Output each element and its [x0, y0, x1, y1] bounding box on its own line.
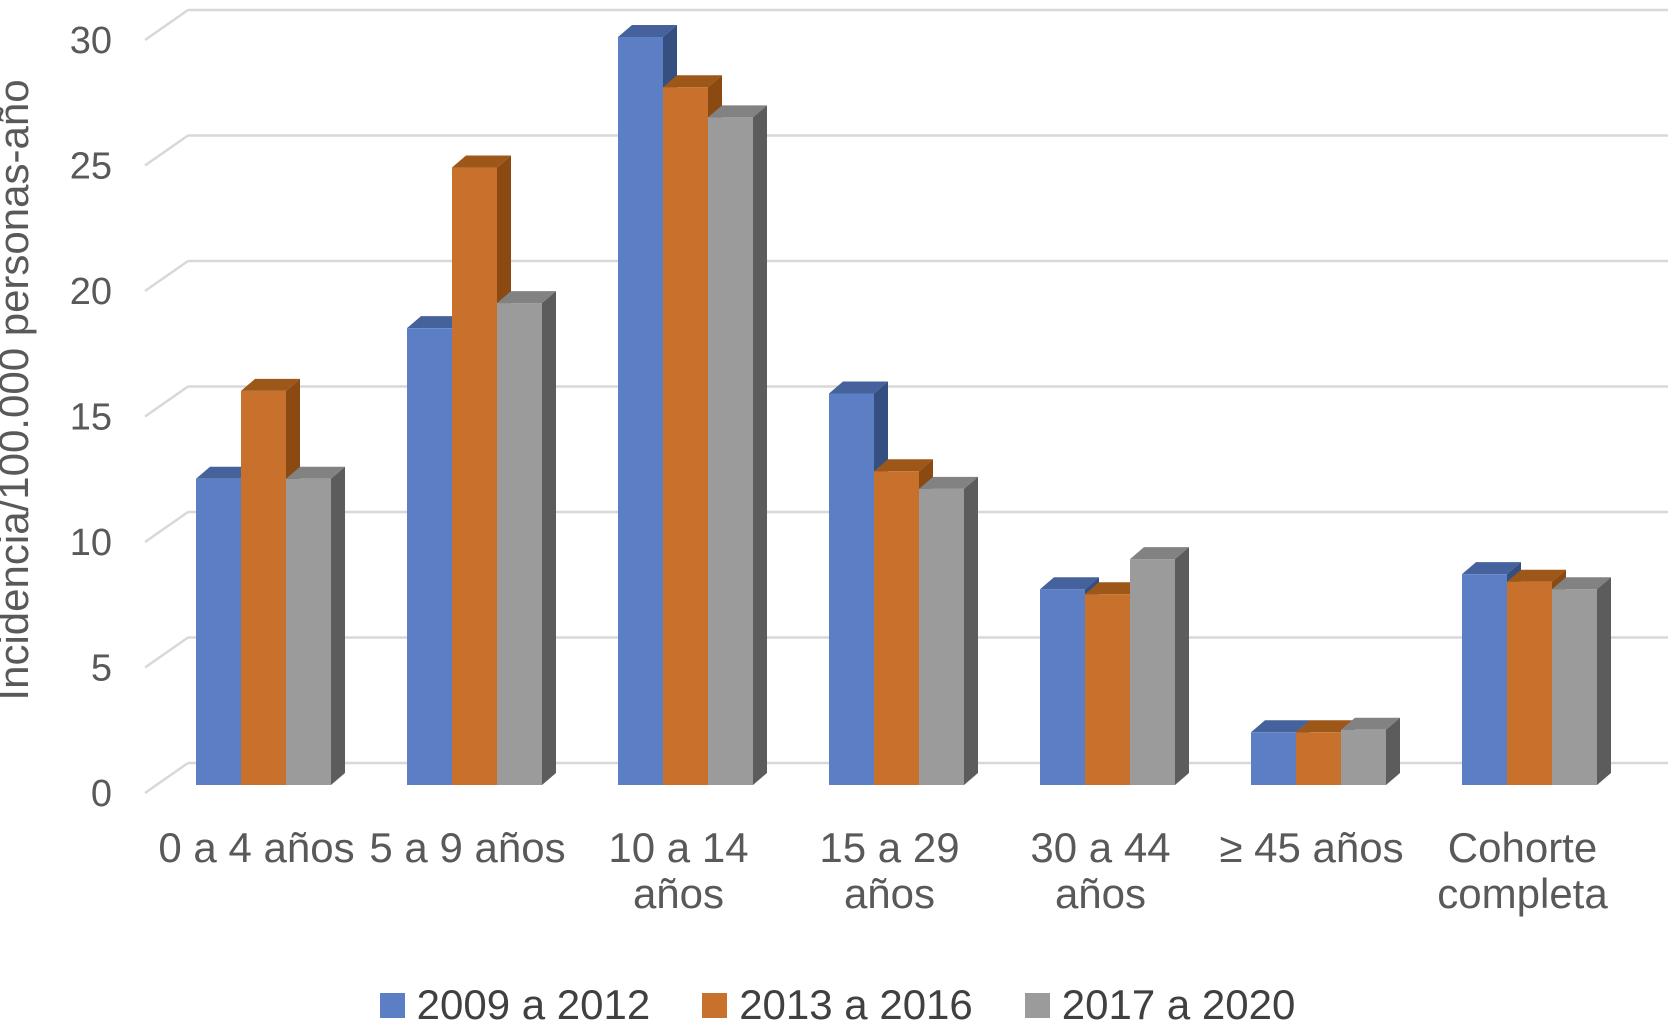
axis-tick-diagonal-5 — [144, 636, 189, 669]
y-tick-label-10: 10 — [70, 522, 112, 564]
y-tick-label-0: 0 — [91, 773, 112, 815]
bar-top-face — [1552, 577, 1611, 590]
y-tick-label-25: 25 — [70, 146, 112, 188]
axis-tick-diagonal-0 — [144, 761, 189, 795]
bar-top-face — [1130, 547, 1189, 560]
bar-top-face — [1462, 562, 1521, 575]
bar-front-face — [241, 390, 286, 785]
legend-item-2013-2016: 2013 a 2016 — [702, 984, 973, 1022]
legend-item-2017-2020: 2017 a 2020 — [1024, 981, 1296, 1022]
bar-front-face — [1130, 559, 1175, 785]
bar-top-face — [452, 155, 511, 168]
bar-top-face — [829, 381, 888, 394]
bar-side-face — [542, 291, 556, 785]
bar-side-face — [1386, 717, 1400, 785]
bar-front-face — [874, 471, 919, 785]
category-label-4-line0: 30 a 44 — [1030, 824, 1170, 871]
bar-2017-a-2020-cat1 — [497, 291, 556, 785]
bar-front-face — [286, 478, 331, 785]
bar-front-face — [1341, 729, 1386, 785]
bar-top-face — [663, 75, 722, 88]
bar-front-face — [919, 488, 964, 785]
y-axis-title: Incidencia/100.000 personas-año — [0, 79, 37, 700]
bar-front-face — [1296, 732, 1341, 785]
bar-top-face — [1341, 717, 1400, 730]
legend-label-2009-2012: 2009 a 2012 — [416, 981, 651, 1022]
bar-front-face — [497, 303, 542, 785]
bar-front-face — [708, 117, 753, 786]
bar-side-face — [331, 466, 345, 785]
axis-tick-diagonal-15 — [144, 385, 189, 418]
legend-swatch-2009-2012 — [379, 992, 405, 1018]
bar-2017-a-2020-cat6 — [1552, 577, 1611, 785]
bar-top-face — [1251, 720, 1310, 733]
bar-top-face — [1296, 720, 1355, 733]
legend-label-2013-2016: 2013 a 2016 — [739, 981, 973, 1022]
y-tick-label-5: 5 — [91, 648, 112, 690]
bar-front-face — [452, 167, 497, 786]
bar-top-face — [1085, 582, 1144, 595]
bar-front-face — [1462, 574, 1507, 785]
bar-top-face — [497, 291, 556, 304]
category-label-4-line1: años — [1055, 870, 1146, 917]
bar-side-face — [1597, 577, 1611, 785]
category-label-0-line0: 0 a 4 años — [158, 824, 354, 871]
bar-top-face — [286, 466, 345, 479]
axis-tick-diagonal-30 — [144, 8, 189, 42]
axis-tick-diagonal-10 — [144, 510, 189, 544]
axis-tick-diagonal-25 — [144, 134, 189, 167]
bar-front-face — [663, 87, 708, 786]
bar-top-face — [196, 466, 255, 479]
bar-front-face — [1507, 581, 1552, 785]
bar-front-face — [196, 478, 241, 785]
bar-side-face — [964, 476, 978, 785]
bar-top-face — [618, 25, 677, 38]
bar-2017-a-2020-cat4 — [1130, 547, 1189, 785]
bar-top-face — [874, 459, 933, 472]
axis-tick-diagonal-20 — [144, 259, 189, 293]
bar-side-face — [753, 105, 767, 786]
legend-label-2017-2020: 2017 a 2020 — [1061, 981, 1296, 1022]
legend-swatch-2013-2016 — [702, 992, 728, 1018]
category-label-5-line0: ≥ 45 años — [1219, 824, 1403, 871]
bar-front-face — [1040, 589, 1085, 785]
bar-top-face — [919, 476, 978, 489]
y-tick-label-30: 30 — [70, 20, 112, 62]
category-label-6-line0: Cohorte — [1448, 824, 1597, 871]
bar-front-face — [618, 37, 663, 785]
bar-top-face — [241, 378, 300, 391]
legend: 2009 a 2012 2013 a 2016 2017 a 2020 — [0, 984, 1675, 1022]
bar-front-face — [1251, 732, 1296, 785]
bar-front-face — [829, 393, 874, 785]
y-tick-label-15: 15 — [70, 397, 112, 439]
bar-2017-a-2020-cat2 — [708, 105, 767, 786]
bar-front-face — [407, 328, 452, 785]
bar-front-face — [1085, 594, 1130, 785]
category-label-2-line1: años — [633, 870, 724, 917]
bar-top-face — [407, 316, 466, 329]
bar-2017-a-2020-cat0 — [286, 466, 345, 785]
bar-front-face — [1552, 589, 1597, 785]
legend-swatch-2017-2020 — [1024, 992, 1050, 1018]
y-tick-label-20: 20 — [70, 271, 112, 313]
bar-2017-a-2020-cat3 — [919, 476, 978, 785]
bar-2017-a-2020-cat5 — [1341, 717, 1400, 785]
category-label-3-line1: años — [844, 870, 935, 917]
category-label-1-line0: 5 a 9 años — [369, 824, 565, 871]
bars — [196, 25, 1611, 786]
bar-top-face — [1040, 577, 1099, 590]
bar-side-face — [1175, 547, 1189, 785]
bar-top-face — [708, 105, 767, 118]
category-label-3-line0: 15 a 29 — [819, 824, 959, 871]
category-label-2-line0: 10 a 14 — [608, 824, 748, 871]
legend-item-2009-2012: 2009 a 2012 — [379, 981, 651, 1022]
bar-top-face — [1507, 569, 1566, 582]
y-axis-tick-labels: 0 5 10 15 20 25 30 — [70, 20, 112, 815]
category-label-6-line1: completa — [1437, 870, 1608, 917]
